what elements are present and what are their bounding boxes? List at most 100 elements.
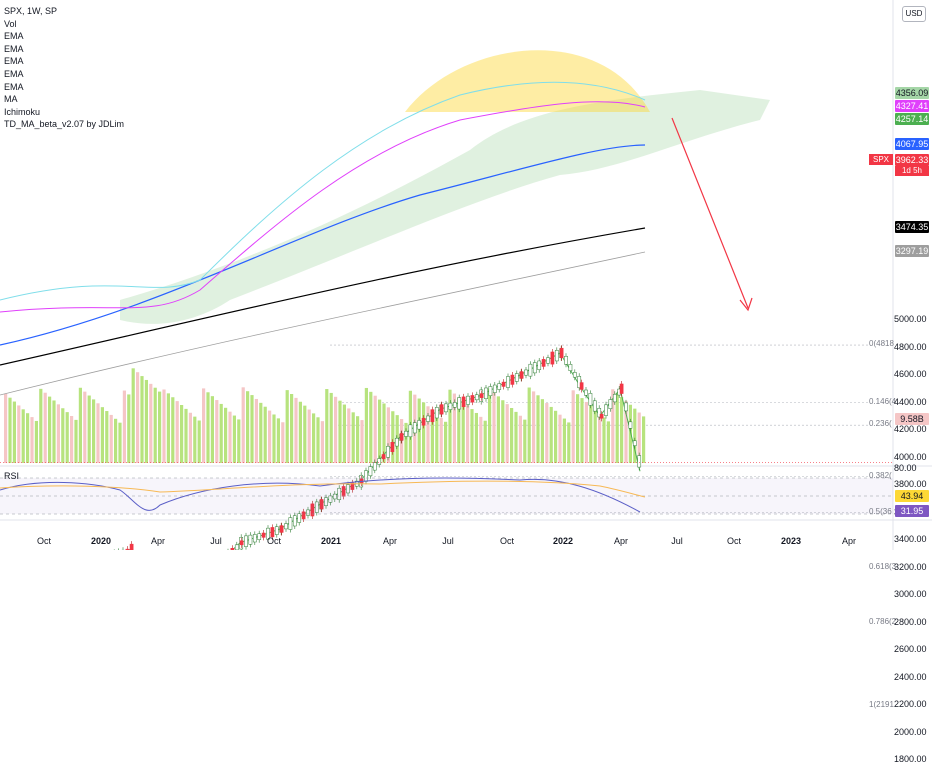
candle-body [619,383,624,394]
volume-bar [382,403,386,463]
volume-bar [307,409,311,463]
candle-body [319,499,324,510]
candle-body [546,357,550,364]
volume-bar [4,393,8,463]
volume-bar [268,410,272,463]
volume-bar [386,407,390,463]
volume-bar [246,391,250,463]
volume-bar [105,411,109,463]
volume-bar [171,397,175,463]
volume-bar [83,391,87,463]
volume-bar [430,410,434,463]
volume-bar [523,419,527,463]
legend-ema-4[interactable]: EMA [4,68,24,79]
ma-200-line [0,227,646,366]
yaxis-tick-label: 4600.00 [894,369,927,379]
volume-bar [92,399,96,463]
currency-selector[interactable]: USD [902,6,926,22]
volume-bar [342,404,346,463]
candle-body [588,393,593,406]
volume-bar [642,416,646,463]
volume-bar [48,396,52,463]
volume-bar [356,416,360,463]
legend-ema-1[interactable]: EMA [4,31,24,42]
volume-bar [78,387,82,463]
legend-ma[interactable]: MA [4,94,18,105]
rsi-value-tag: 43.94 [895,490,929,502]
yaxis-tick-label: 5000.00 [894,314,927,324]
volume-bar [501,400,505,463]
price-chart[interactable] [0,0,932,550]
volume-bar [624,400,628,463]
candle-body [597,407,602,418]
volume-bar [514,411,518,463]
volume-bar [21,409,25,463]
projection-arrowhead [739,297,753,312]
xaxis-tick-label: Apr [841,536,857,546]
volume-bar [593,409,597,463]
candle-body [439,404,444,415]
candle-body [310,503,315,517]
volume-bar [34,420,38,463]
volume-bar [56,404,60,463]
volume-bar [562,418,566,463]
volume-bar [188,412,192,463]
fib-label: 0(4818 [869,339,894,349]
candle-body [359,478,364,484]
volume-bar [17,405,21,463]
xaxis-tick-label: Apr [613,536,629,546]
legend-ema-2[interactable]: EMA [4,43,24,54]
volume-bar [448,389,452,463]
candle-body [377,458,382,465]
volume-bar [70,416,74,463]
candle-body [624,402,628,412]
legend-ema-5[interactable]: EMA [4,81,24,92]
volume-bar [12,401,16,463]
volume-bar [219,403,223,463]
volume-bar [96,403,100,463]
volume-bar [61,408,65,463]
volume-bar [474,412,478,463]
volume-bar [259,402,263,463]
volume-bar [351,412,355,463]
ema-blue-line [0,144,646,346]
volume-bar [505,404,509,463]
candle-body [628,421,633,429]
candle-body [412,422,417,434]
candle-body [568,364,573,371]
yaxis-tick-label: 3000.00 [894,589,927,599]
fib-label: 0.786(2 [869,616,897,626]
volume-bar [118,422,122,463]
volume-bar [461,401,465,463]
rsi-label[interactable]: RSI [4,471,20,481]
candle-body [297,513,302,523]
candle-body [332,493,337,500]
volume-bar [325,389,329,463]
yaxis-tick-label: 4000.00 [894,451,927,462]
candle-body [466,395,470,405]
volume-bar [294,397,298,463]
volume-bar [175,401,179,463]
volume-bar [127,394,131,463]
bar-countdown: 1d 5h [895,166,929,176]
legend-ema-3[interactable]: EMA [4,56,24,67]
candle-body [448,402,453,410]
volume-bar [488,388,492,463]
fib-label: 0.146(4 [869,396,897,406]
candle-body [444,403,448,413]
candle-body [404,430,408,437]
volume-bar [202,388,206,463]
candle-body [301,511,306,520]
legend-ichimoku[interactable]: Ichimoku [4,106,41,117]
fib-label: 0.236( [869,419,892,429]
legend-td-ma[interactable]: TD_MA_beta_v2.07 by JDLim [4,119,125,130]
volume-bar [87,395,91,463]
candle-body [279,525,284,533]
rsi-axis-label: 80.00 [894,463,917,473]
xaxis-tick-label: Jul [210,536,222,546]
volume-bar [338,400,342,463]
rsi-ma-line [0,480,646,498]
legend-vol[interactable]: Vol [4,18,17,29]
yaxis-tick-label: 3800.00 [894,479,927,489]
candle-body [514,373,519,382]
